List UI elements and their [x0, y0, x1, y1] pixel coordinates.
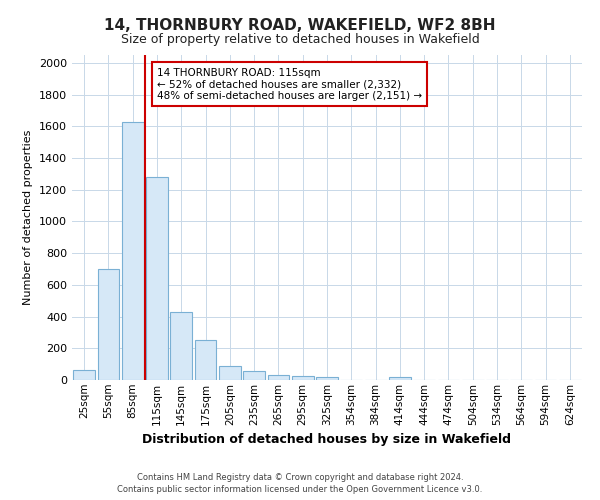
Bar	[146, 177, 168, 380]
Text: Distribution of detached houses by size in Wakefield: Distribution of detached houses by size …	[143, 432, 511, 446]
Bar	[389, 377, 411, 380]
Text: 14 THORNBURY ROAD: 115sqm
← 52% of detached houses are smaller (2,332)
48% of se: 14 THORNBURY ROAD: 115sqm ← 52% of detac…	[157, 68, 422, 101]
Text: Contains HM Land Registry data © Crown copyright and database right 2024.
Contai: Contains HM Land Registry data © Crown c…	[118, 472, 482, 494]
Text: Size of property relative to detached houses in Wakefield: Size of property relative to detached ho…	[121, 32, 479, 46]
Y-axis label: Number of detached properties: Number of detached properties	[23, 130, 34, 305]
Bar	[73, 370, 95, 380]
Bar	[292, 376, 314, 380]
Bar	[170, 312, 192, 380]
Bar	[243, 372, 265, 380]
Bar	[97, 269, 119, 380]
Bar	[219, 366, 241, 380]
Bar	[316, 377, 338, 380]
Bar	[122, 122, 143, 380]
Text: 14, THORNBURY ROAD, WAKEFIELD, WF2 8BH: 14, THORNBURY ROAD, WAKEFIELD, WF2 8BH	[104, 18, 496, 32]
Bar	[268, 375, 289, 380]
Bar	[194, 340, 217, 380]
